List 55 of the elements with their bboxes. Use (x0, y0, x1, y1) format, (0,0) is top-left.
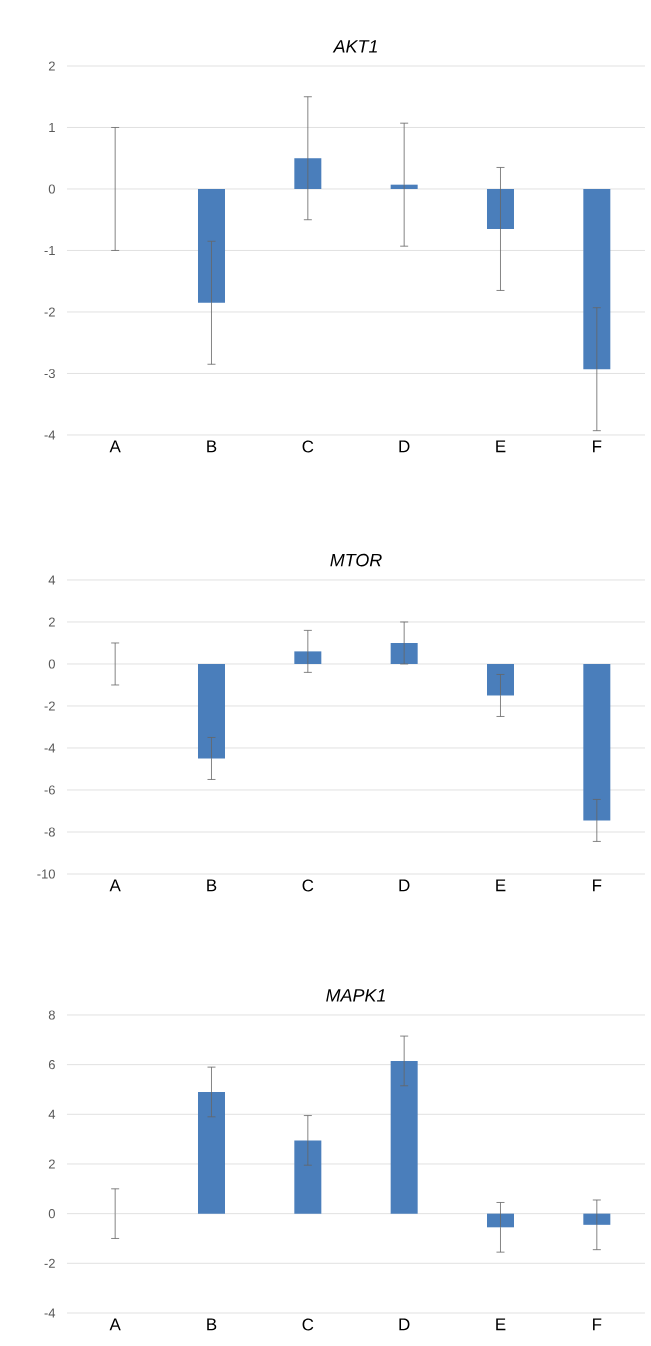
y-tick-label: -10 (37, 869, 55, 879)
chart-title: MTOR (330, 553, 382, 567)
x-tick-label: D (399, 879, 410, 892)
bar (294, 158, 322, 189)
x-tick-label: B (207, 1318, 217, 1331)
x-tick-label: E (496, 440, 506, 453)
y-tick-label: -3 (44, 368, 55, 379)
y-tick-label: -4 (44, 1308, 56, 1318)
bar (294, 1140, 322, 1214)
y-tick-label: -2 (44, 701, 55, 711)
y-tick-label: 0 (48, 659, 55, 669)
x-tick-label: D (399, 440, 410, 453)
y-tick-label: -6 (44, 785, 55, 795)
x-tick-label: C (302, 879, 314, 892)
chart-title: MAPK1 (326, 989, 385, 1002)
x-tick-label: E (496, 879, 506, 892)
x-tick-label: B (207, 879, 217, 892)
y-tick-label: 6 (48, 1060, 55, 1070)
bar (390, 184, 418, 189)
y-tick-label: 0 (48, 1209, 55, 1219)
bar (583, 663, 611, 821)
y-tick-label: 1 (49, 123, 55, 132)
y-tick-label: -8 (44, 827, 55, 837)
y-tick-label: 0 (48, 184, 55, 194)
bar (487, 1213, 514, 1228)
chart-title: AKT1 (332, 40, 377, 53)
x-tick-label: C (302, 1318, 314, 1331)
y-tick-label: -1 (44, 246, 55, 255)
bar (294, 651, 322, 664)
y-tick-label: -2 (44, 307, 55, 317)
y-tick-label: 2 (48, 617, 55, 627)
x-tick-label: A (109, 879, 121, 892)
y-tick-label: -4 (44, 743, 56, 753)
x-tick-label: F (593, 879, 602, 892)
bar (198, 1091, 225, 1214)
y-tick-label: 4 (48, 575, 56, 585)
y-tick-label: 2 (48, 1159, 55, 1169)
x-tick-label: D (399, 1318, 410, 1331)
y-tick-label: 4 (48, 1109, 56, 1119)
x-tick-label: A (109, 440, 121, 453)
y-tick-label: 2 (48, 61, 55, 71)
x-tick-label: B (207, 440, 217, 453)
bar (198, 663, 225, 759)
bar (583, 188, 611, 370)
x-tick-label: A (109, 1318, 121, 1331)
bar (487, 188, 514, 229)
y-tick-label: 8 (48, 1010, 55, 1020)
x-tick-label: F (593, 1318, 602, 1331)
y-tick-label: -4 (44, 430, 56, 440)
bar (583, 1213, 611, 1225)
x-tick-label: C (302, 440, 314, 453)
bar (390, 1060, 418, 1214)
x-tick-label: E (496, 1318, 506, 1331)
y-tick-label: -2 (44, 1258, 55, 1268)
x-tick-label: F (593, 440, 602, 453)
